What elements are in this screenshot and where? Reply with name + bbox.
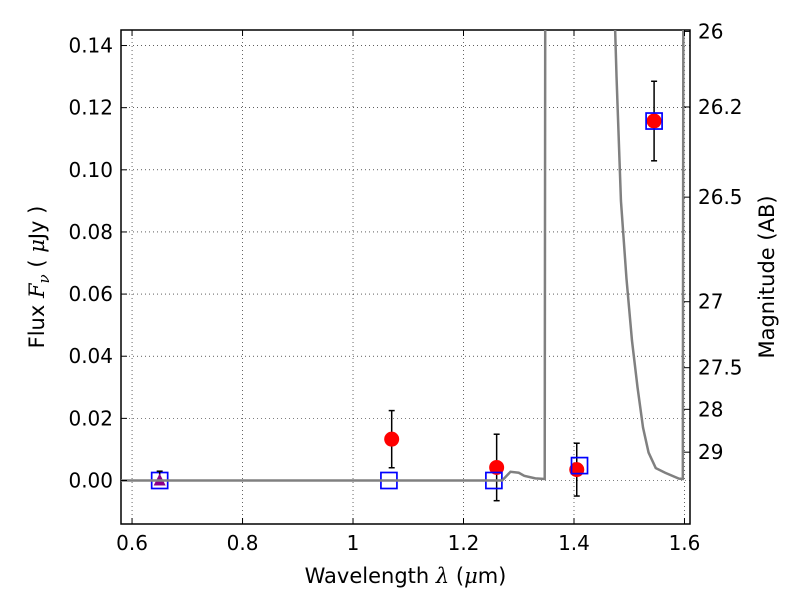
x-tick-label: 0.6 [116, 531, 148, 555]
y2-tick-label: 27 [698, 290, 723, 314]
data-series [121, 30, 685, 502]
y2-axis-title: Magnitude (AB) [755, 195, 779, 358]
axis-ticks: 0.6 0.8 1 1.2 1.4 1.6 0.00 0.02 0.04 0.06 0.08 0.10… [68, 19, 742, 555]
y2-tick-label: 26.5 [698, 185, 743, 209]
x-tick-label: 1.2 [448, 531, 480, 555]
x-axis-title: Wavelength λ (μm) [305, 564, 507, 588]
model-sed-line [121, 30, 685, 482]
y-axis-title: Flux Fν ( μJy ) [25, 206, 53, 349]
y2-tick-label: 26 [698, 19, 723, 43]
y2-tick-label: 29 [698, 440, 723, 464]
y-tick-label: 0.02 [68, 406, 113, 430]
y2-tick-label: 28 [698, 397, 723, 421]
x-tick-label: 1.6 [669, 531, 701, 555]
y-tick-label: 0.14 [68, 34, 113, 58]
model-flux-square [645, 112, 663, 130]
y2-tick-label: 27.5 [698, 356, 743, 380]
x-tick-label: 1 [347, 531, 360, 555]
x-tick-label: 0.8 [227, 531, 259, 555]
plot-area [120, 29, 691, 525]
model-flux-square [570, 456, 589, 475]
x-tick-label: 1.4 [558, 531, 590, 555]
observed-flux-point [489, 459, 505, 475]
grid [121, 30, 690, 524]
y-tick-label: 0.06 [68, 282, 113, 306]
observed-flux-point [384, 431, 400, 447]
y-tick-label: 0.12 [68, 96, 113, 120]
y-tick-label: 0.04 [68, 344, 113, 368]
y-tick-label: 0.10 [68, 158, 113, 182]
y2-tick-label: 26.2 [698, 95, 743, 119]
y-tick-label: 0.00 [68, 469, 113, 493]
observed-flux-point [646, 113, 662, 129]
y-tick-label: 0.08 [68, 220, 113, 244]
